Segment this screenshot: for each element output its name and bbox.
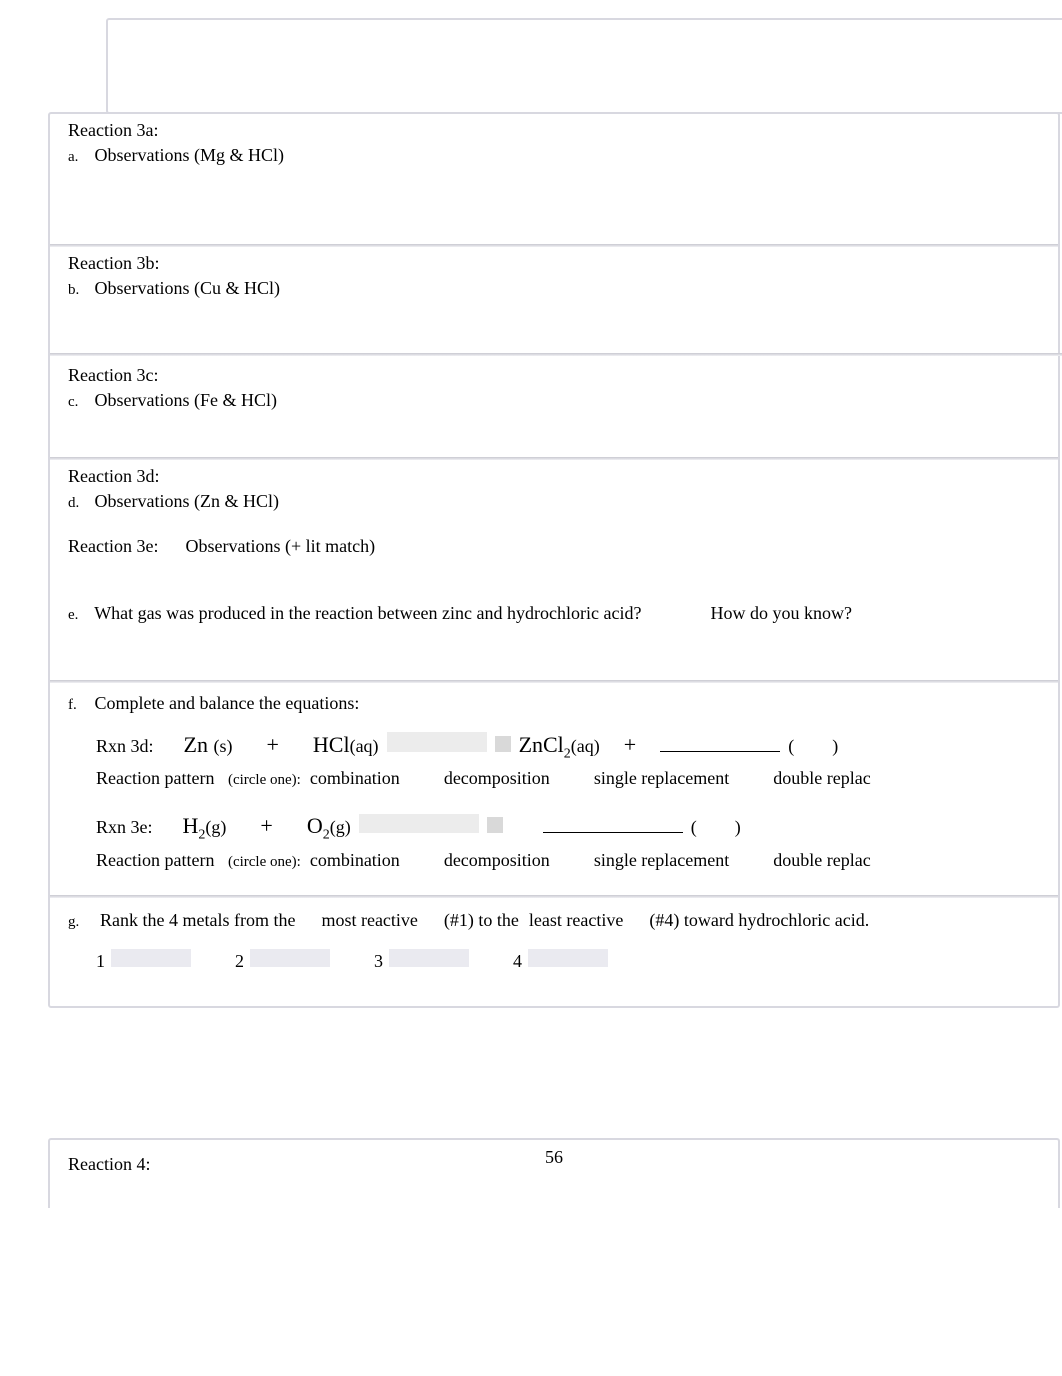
rank-4: 4: [513, 951, 522, 972]
observations-label-3d: Observations (Zn & HCl): [95, 491, 279, 511]
section-reaction-3d: Reaction 3d: d. Observations (Zn & HCl): [68, 466, 1040, 512]
reaction-4-box: Reaction 4: 56: [48, 1138, 1060, 1208]
paren-open: (: [691, 817, 697, 838]
plus-sign: +: [260, 813, 272, 839]
section-reaction-3a: Reaction 3a: a. Observations (Mg & HCl): [68, 120, 1040, 166]
pattern-single-replacement[interactable]: single replacement: [594, 850, 729, 871]
question-e-text1: What gas was produced in the reaction be…: [94, 603, 641, 623]
item-letter-a: a.: [68, 149, 90, 166]
question-f-intro: f. Complete and balance the equations:: [68, 693, 1040, 714]
rxn3e-o: O: [307, 813, 323, 838]
pattern-lead: Reaction pattern: [96, 850, 214, 870]
observations-label-3c: Observations (Fe & HCl): [95, 390, 277, 410]
pattern-combination[interactable]: combination: [310, 768, 400, 788]
header-empty-box: [106, 18, 1062, 114]
question-e-text2: How do you know?: [710, 603, 852, 623]
paren-open: (: [788, 736, 794, 757]
section-reaction-3b: Reaction 3b: b. Observations (Cu & HCl): [68, 253, 1040, 299]
rxn3d-hcl-state: (aq): [350, 736, 379, 756]
pattern-decomposition[interactable]: decomposition: [444, 850, 550, 871]
pattern-double-replacement[interactable]: double replac: [773, 768, 870, 789]
highlight-box: [495, 736, 511, 752]
rxn3e-label: Rxn 3e:: [96, 817, 153, 838]
pattern-hint: (circle one):: [228, 854, 301, 870]
reaction-3d-title: Reaction 3d:: [68, 466, 1040, 487]
rxn3e-o-sub: 2: [323, 828, 330, 843]
reaction-3a-title: Reaction 3a:: [68, 120, 1040, 141]
rank-text-1: Rank the 4 metals from the: [100, 910, 295, 931]
pattern-single-replacement[interactable]: single replacement: [594, 768, 729, 789]
arrow-placeholder: [359, 814, 479, 834]
question-f-text: Complete and balance the equations:: [95, 693, 360, 713]
observations-label-3b: Observations (Cu & HCl): [95, 278, 280, 298]
equation-rxn3d: Rxn 3d: Zn (s) + HCl(aq) ZnCl2(aq) + ( ): [96, 732, 1040, 789]
rank-blank-2[interactable]: [250, 949, 330, 967]
rxn3d-zncl-sub: 2: [564, 746, 571, 761]
rxn3e-h: H: [183, 813, 199, 838]
rxn3d-hcl: HCl: [313, 732, 350, 757]
divider: [50, 680, 1058, 683]
blank-product[interactable]: [543, 814, 683, 834]
rank-slots: 1 2 3 4: [96, 949, 1040, 972]
rxn3d-zncl: ZnCl: [519, 732, 564, 757]
rxn3d-zncl-state: (aq): [571, 736, 600, 756]
divider: [50, 895, 1058, 898]
question-e: e. What gas was produced in the reaction…: [68, 603, 1040, 624]
page-number: 56: [68, 1147, 1040, 1168]
rank-blank-4[interactable]: [528, 949, 608, 967]
arrow-placeholder: [387, 732, 487, 752]
rank-most-reactive: most reactive: [321, 910, 417, 931]
item-letter-f: f.: [68, 697, 90, 714]
reaction-3e-title: Reaction 3e:: [68, 536, 158, 556]
pattern-hint: (circle one):: [228, 772, 301, 788]
section-reaction-3e: Reaction 3e: Observations (+ lit match): [68, 536, 1040, 557]
divider: [50, 457, 1058, 460]
pattern-double-replacement[interactable]: double replac: [773, 850, 870, 871]
observations-label-3a: Observations (Mg & HCl): [95, 145, 284, 165]
highlight-box: [487, 817, 503, 833]
rxn3d-zn-state: (s): [213, 736, 232, 756]
question-g: g. Rank the 4 metals from the most react…: [68, 910, 1040, 931]
observations-label-3e: Observations (+ lit match): [185, 536, 375, 556]
item-letter-c: c.: [68, 394, 90, 411]
rank-3: 3: [374, 951, 383, 972]
section-reaction-3c: Reaction 3c: c. Observations (Fe & HCl): [68, 365, 1040, 411]
plus-sign: +: [624, 732, 636, 758]
item-letter-d: d.: [68, 495, 90, 512]
rank-blank-3[interactable]: [389, 949, 469, 967]
rank-2: 2: [235, 951, 244, 972]
rxn3d-label: Rxn 3d:: [96, 736, 154, 757]
pattern-lead: Reaction pattern: [96, 768, 214, 788]
divider-overflow: [50, 353, 1062, 359]
paren-close: ): [832, 736, 838, 757]
main-worksheet-box: Reaction 3a: a. Observations (Mg & HCl) …: [48, 112, 1060, 1008]
blank-product[interactable]: [660, 732, 780, 752]
rank-1: 1: [96, 951, 105, 972]
rank-least-reactive: least reactive: [529, 910, 623, 931]
item-letter-g: g.: [68, 914, 90, 931]
item-letter-e: e.: [68, 607, 90, 624]
rxn3d-zn: Zn: [184, 732, 208, 757]
rxn3e-h-state: (g): [205, 817, 226, 837]
pattern-combination[interactable]: combination: [310, 850, 400, 870]
item-letter-b: b.: [68, 282, 90, 299]
equation-rxn3e: Rxn 3e: H2(g) + O2(g) ( ) Reaction patte…: [96, 813, 1040, 870]
rank-blank-1[interactable]: [111, 949, 191, 967]
reaction-3b-title: Reaction 3b:: [68, 253, 1040, 274]
plus-sign: +: [266, 732, 278, 758]
divider: [50, 244, 1058, 247]
rank-text-3: (#1) to the: [444, 910, 519, 931]
rank-text-5: (#4) toward hydrochloric acid.: [649, 910, 869, 931]
rxn3e-o-state: (g): [330, 817, 351, 837]
pattern-decomposition[interactable]: decomposition: [444, 768, 550, 789]
reaction-3c-title: Reaction 3c:: [68, 365, 1040, 386]
paren-close: ): [735, 817, 741, 838]
